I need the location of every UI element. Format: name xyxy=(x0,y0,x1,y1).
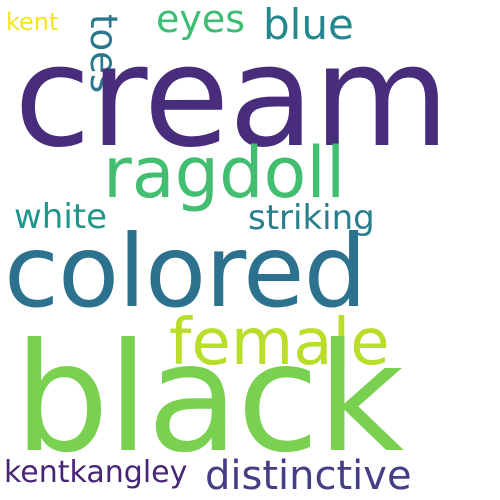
word-colored: colored xyxy=(4,213,367,330)
word-white: white xyxy=(14,197,108,237)
word-striking: striking xyxy=(248,198,375,238)
word-kent: kent xyxy=(6,8,59,36)
word-black: black xyxy=(14,312,404,486)
word-kentkangley: kentkangley xyxy=(4,455,188,490)
word-distinctive: distinctive xyxy=(205,453,412,499)
word-blue: blue xyxy=(263,0,354,49)
word-eyes: eyes xyxy=(156,0,246,41)
word-cream: cream xyxy=(14,16,450,179)
word-ragdoll: ragdoll xyxy=(103,132,346,214)
word-female: female xyxy=(169,306,390,380)
